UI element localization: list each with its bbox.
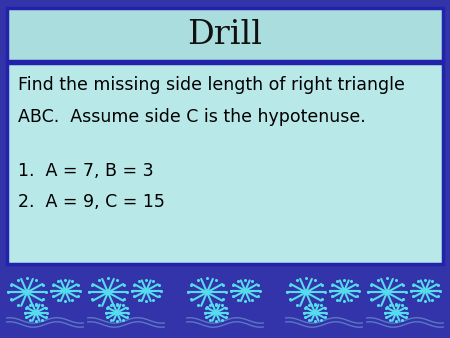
FancyBboxPatch shape [7, 8, 443, 61]
Text: Drill: Drill [188, 19, 262, 51]
Text: 2.  A = 9, C = 15: 2. A = 9, C = 15 [18, 193, 165, 211]
FancyBboxPatch shape [7, 63, 443, 264]
Text: ABC.  Assume side C is the hypotenuse.: ABC. Assume side C is the hypotenuse. [18, 108, 366, 126]
Text: 1.  A = 7, B = 3: 1. A = 7, B = 3 [18, 162, 153, 180]
Text: Find the missing side length of right triangle: Find the missing side length of right tr… [18, 76, 405, 94]
